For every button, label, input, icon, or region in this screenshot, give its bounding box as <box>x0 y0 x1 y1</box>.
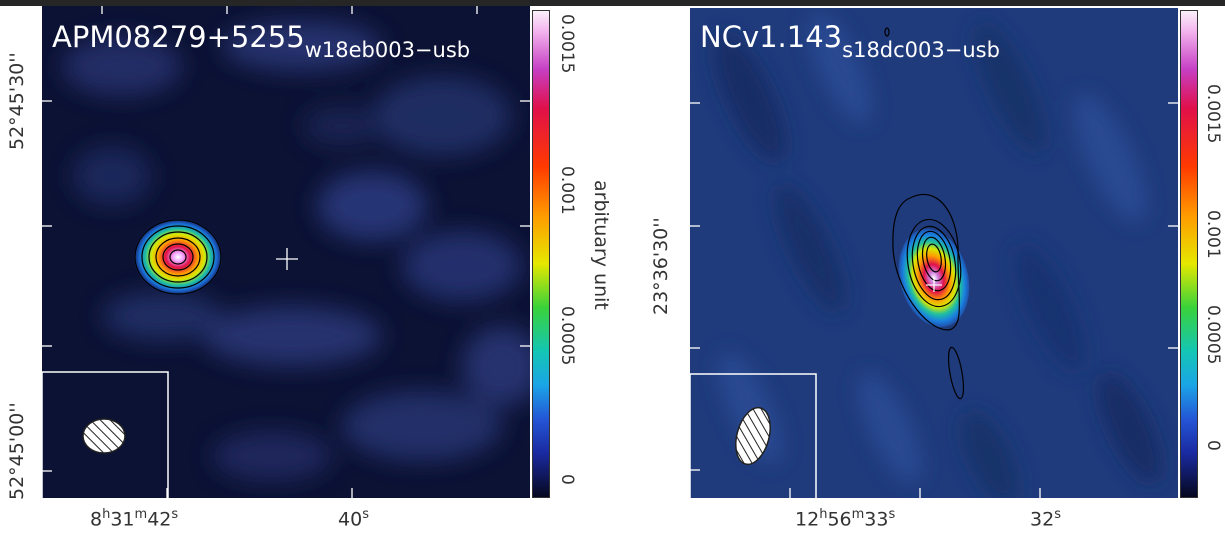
left-colorbar <box>532 10 550 498</box>
left-beam-ellipse <box>82 418 126 454</box>
right-colorbar-tick-0: 0 <box>1203 440 1223 451</box>
left-beam-box <box>42 371 169 498</box>
right-ra-label-1: 12h56m33s <box>795 507 896 531</box>
right-dec-label: 23°36'30'' <box>650 217 672 315</box>
right-ra-label-2: 32s <box>1030 507 1061 531</box>
left-title-main: APM08279+5255 <box>52 20 305 54</box>
left-dec-label-top: 52°45'30'' <box>6 52 28 150</box>
right-beam-ellipse <box>735 406 771 466</box>
left-title-subscript: w18eb003−usb <box>304 38 471 62</box>
left-contours <box>134 219 222 295</box>
right-colorbar-tick-0015: 0.0015 <box>1203 84 1223 144</box>
left-colorbar-tick-0: 0 <box>557 474 577 485</box>
right-contours <box>884 27 965 400</box>
right-crosshair <box>926 278 942 292</box>
right-colorbar-tick-001: 0.001 <box>1203 210 1223 259</box>
right-title: NCv1.143s18dc003−usb <box>700 20 1000 62</box>
left-colorbar-tick-0015: 0.0015 <box>557 14 577 74</box>
right-title-subscript: s18dc003−usb <box>842 38 1000 62</box>
left-map-panel <box>42 6 530 498</box>
right-colorbar <box>1180 10 1198 498</box>
left-colorbar-label: arbituary unit <box>590 180 612 310</box>
left-ra-label-2: 40s <box>338 507 369 531</box>
left-ra-label-1: 8h31m42s <box>90 507 179 531</box>
left-map-image <box>42 6 530 498</box>
left-colorbar-tick-001: 0.001 <box>557 166 577 215</box>
left-source-emission <box>134 219 222 295</box>
top-border <box>0 0 1225 6</box>
right-map-panel <box>690 8 1178 498</box>
right-beam-box <box>690 373 817 498</box>
right-title-main: NCv1.143 <box>700 20 843 54</box>
left-dec-label-bottom: 52°45'00'' <box>6 402 28 500</box>
left-title: APM08279+5255w18eb003−usb <box>52 20 470 62</box>
right-map-image <box>690 8 1178 498</box>
right-colorbar-tick-0005: 0.0005 <box>1203 305 1223 365</box>
left-colorbar-tick-0005: 0.0005 <box>557 306 577 366</box>
left-crosshair <box>276 248 298 270</box>
